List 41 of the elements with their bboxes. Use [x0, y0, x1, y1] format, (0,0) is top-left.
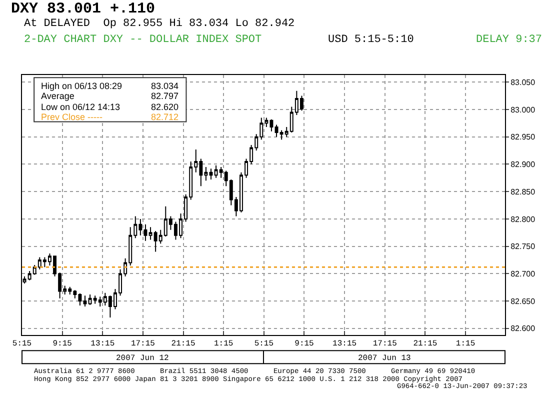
candlestick	[144, 224, 148, 242]
x-tick-label: 13:15	[332, 340, 357, 349]
chart-subtitle: At DELAYED Op 82.955 Hi 83.034 Lo 82.942	[24, 18, 295, 30]
annotation: 83.034	[151, 81, 179, 91]
text: 2007 Jun 13	[358, 354, 412, 363]
y-tick-label: 82.950	[510, 132, 536, 142]
y-tick-label: 82.700	[510, 269, 536, 278]
x-tick-label: 17:15	[130, 340, 156, 349]
x-tick-label: 1:15	[214, 340, 234, 349]
y-tick-label: 82.900	[510, 160, 536, 170]
annotation: High on 06/13 08:29	[41, 81, 122, 91]
x-tick-label: 17:15	[372, 340, 398, 349]
y-tick-label: 82.650	[510, 296, 536, 306]
text: USD 5:15-5:10	[328, 34, 414, 46]
annotation: 82.797	[151, 91, 179, 101]
annotation: 82.620	[151, 102, 179, 112]
chart-title: DXY 83.001 +.110	[11, 0, 156, 18]
x-tick-label: 21:15	[413, 340, 438, 349]
y-tick-label: 82.750	[510, 242, 536, 252]
candlestick	[83, 295, 87, 308]
candlestick	[209, 168, 213, 180]
x-tick-label: 13:15	[90, 340, 115, 349]
text: 2007 Jun 12	[116, 354, 170, 363]
y-tick-label: 82.850	[510, 187, 536, 196]
x-tick-label: 9:15	[294, 340, 314, 349]
y-tick-label: 82.600	[510, 324, 536, 334]
text: 2-DAY CHART DXY -- DOLLAR INDEX SPOT	[24, 34, 262, 46]
y-tick-label: 83.000	[510, 105, 536, 114]
annotation: Low on 06/12 14:13	[41, 102, 120, 112]
annotation: 82.712	[151, 112, 179, 122]
candlestick	[270, 118, 274, 132]
x-tick-label: 5:15	[254, 340, 274, 349]
x-tick-label: 9:15	[52, 340, 72, 349]
annotation: Average	[41, 91, 74, 101]
x-tick-label: 5:15	[12, 340, 32, 349]
x-tick-label: 21:15	[171, 340, 196, 349]
text: DELAY 9:37	[476, 34, 542, 46]
y-tick-label: 83.050	[510, 78, 536, 87]
ref-line-label: Prev Close -----	[41, 112, 103, 122]
y-tick-label: 82.800	[510, 214, 536, 224]
x-tick-label: 1:15	[456, 340, 476, 349]
